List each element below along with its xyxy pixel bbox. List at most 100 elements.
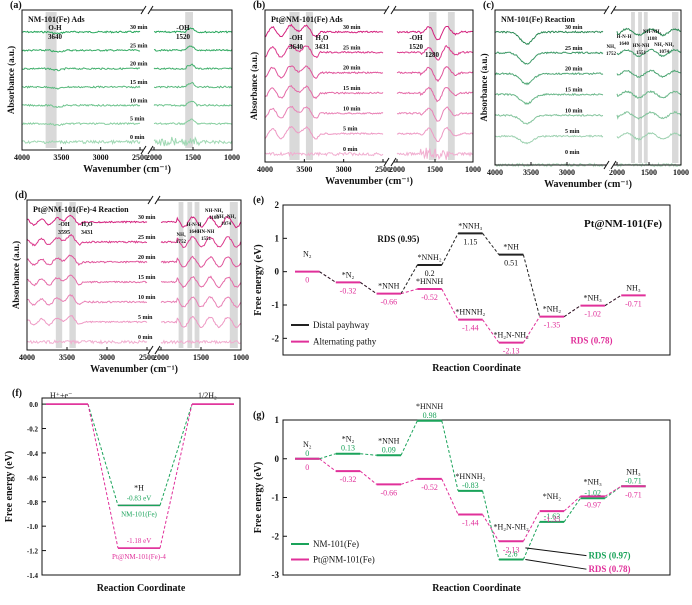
series-label: NM-101(Fe) xyxy=(121,510,157,518)
spectrum-25-min xyxy=(26,233,242,249)
state-value: -0.32 xyxy=(340,475,357,484)
rds-arrow xyxy=(525,547,587,557)
peak-band xyxy=(69,202,76,348)
spectrum-10-min xyxy=(494,110,682,125)
peak-band xyxy=(672,12,676,163)
spectrum-0-min xyxy=(264,147,473,160)
spectrum-30-min xyxy=(26,214,242,229)
y-tick-label: -2 xyxy=(272,333,280,343)
plot-frame xyxy=(264,9,474,163)
peak-band xyxy=(233,202,238,348)
x-tick-label: 3500 xyxy=(523,168,539,177)
axis-break xyxy=(603,160,617,170)
x-tick-label: 4000 xyxy=(487,168,503,177)
state-value: -0.32 xyxy=(340,286,357,295)
x-tick-label: 2000 xyxy=(609,168,625,177)
axis-break xyxy=(147,195,161,205)
axis-break-gap xyxy=(150,345,158,355)
pathway-connector xyxy=(522,521,541,560)
alternating-connector xyxy=(522,316,541,343)
peak-label: NH-NH₂ xyxy=(643,30,662,35)
energy-panel-g: 1 0 -1 -2 -3 Reaction Coordinate Free energy (… xyxy=(253,402,671,594)
y-tick-label: -0.2 xyxy=(27,426,39,434)
y-tick-label: -1 xyxy=(272,493,280,503)
state-value: -2.6 xyxy=(505,550,518,559)
x-tick-label: 1000 xyxy=(224,153,240,162)
axis-break xyxy=(383,157,397,167)
peak-band xyxy=(55,202,63,348)
state-value: -0.66 xyxy=(380,488,397,497)
axis-break-slash xyxy=(603,5,610,15)
state-label: N₂ xyxy=(303,440,312,449)
spectrum-0-min xyxy=(21,136,233,147)
y-axis-label: Free energy (eV) xyxy=(4,451,15,522)
x-tick-label: 1000 xyxy=(465,165,481,174)
spectrum-15-min xyxy=(26,274,242,289)
series-label: 15 min xyxy=(130,80,148,86)
peak-label: HN-NH xyxy=(198,230,215,235)
distal-connector xyxy=(604,294,622,307)
peak-band xyxy=(187,202,193,348)
legend-label: Alternating pathy xyxy=(313,337,377,347)
peak-value: 3640 xyxy=(48,33,63,41)
y-tick-label: 2 xyxy=(275,200,280,210)
pathway-connector xyxy=(563,497,581,523)
state-value: 0 xyxy=(305,449,309,458)
peak-label: NH₂-NH₂ xyxy=(654,43,674,48)
axis-break-slash xyxy=(140,5,147,15)
state-value: 1.15 xyxy=(463,237,477,246)
state-value: 0.09 xyxy=(382,445,396,454)
x-tick-label: 1500 xyxy=(185,153,201,162)
state-label: *HNNH₂ xyxy=(455,308,485,317)
axis-break-gap xyxy=(386,5,394,15)
series-label: Pt@NM-101(Fe)-4 xyxy=(112,553,166,561)
state-value: 0.13 xyxy=(341,444,355,453)
series-label: 0 min xyxy=(130,135,145,141)
panel-letter: (c) xyxy=(483,0,494,11)
state-label: *HNNH xyxy=(416,402,443,411)
x-tick-label: 3000 xyxy=(93,153,109,162)
state-label: *NH₃ xyxy=(584,294,603,303)
y-tick-label: -0.4 xyxy=(27,450,39,458)
y-tick-label: -1 xyxy=(272,300,280,310)
distal-connector xyxy=(563,305,581,318)
panel-letter: (e) xyxy=(253,195,264,206)
peak-value: 1520 xyxy=(176,33,191,41)
x-tick-label: 2500 xyxy=(139,353,155,362)
panel-title: NM-101(Fe) Reaction xyxy=(501,15,576,24)
plot-frame xyxy=(41,397,241,576)
ftir-panel-b: 30 min 25 min 20 min 15 min 10 min 5 min 0 min… xyxy=(249,0,481,187)
axis-break-gap xyxy=(606,160,614,170)
x-tick-label: 3500 xyxy=(296,165,312,174)
rds-arrow xyxy=(525,559,587,570)
x-axis-label: Wavenumber (cm⁻¹) xyxy=(90,364,178,375)
spectrum-15-min xyxy=(22,82,233,90)
spectrum-0-min xyxy=(26,339,241,345)
series-label: 20 min xyxy=(138,255,156,261)
peak-band xyxy=(229,202,235,348)
state-label: *NH xyxy=(503,243,519,252)
spectrum-5-min xyxy=(494,132,682,145)
y-tick-label: -0.8 xyxy=(27,499,39,507)
pathway-connector xyxy=(400,478,418,485)
peak-value: 3431 xyxy=(315,43,330,51)
series-label: 0 min xyxy=(565,150,580,156)
panel-letter: (f) xyxy=(12,388,22,399)
peak-value: 1551 xyxy=(201,237,212,242)
spectrum-5-min xyxy=(21,118,232,127)
peak-label: H₂O xyxy=(81,222,92,228)
state-value: -0.71 xyxy=(625,299,642,308)
peak-label: NH₂-NH₂ xyxy=(216,215,236,220)
peak-label: -OH xyxy=(176,24,190,32)
hydrogen-connector xyxy=(87,403,119,506)
hydrogen-connector xyxy=(159,403,193,506)
axis-break-slash xyxy=(383,5,390,15)
axis-break-slash xyxy=(610,160,617,170)
peak-value: 3595 xyxy=(58,230,70,236)
distal-connector xyxy=(482,233,500,255)
level-value: -1.18 eV xyxy=(127,537,152,545)
peak-value: 1551 xyxy=(636,51,647,56)
axis-break-gap xyxy=(143,5,151,15)
y-tick-label: -0.6 xyxy=(27,474,39,482)
axis-break-gap xyxy=(143,145,151,155)
